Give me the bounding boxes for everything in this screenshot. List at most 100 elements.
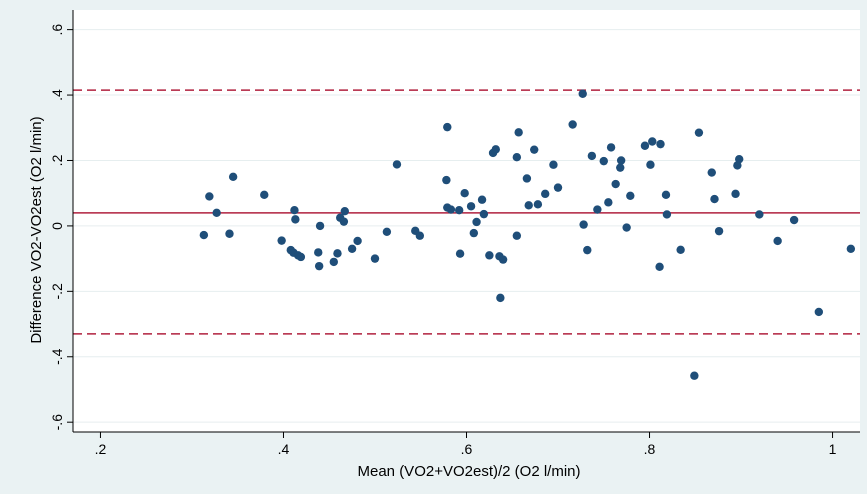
axes: -.6 -.4 -.2 0 .2 .4 .6 .2 .4 .6 .8 1 xyxy=(49,10,860,457)
data-point xyxy=(599,156,608,166)
data-point xyxy=(477,195,487,204)
data-point xyxy=(541,189,550,199)
data-point xyxy=(583,245,592,255)
data-point xyxy=(622,223,631,232)
y-tick-label: .6 xyxy=(49,24,65,36)
data-point xyxy=(611,179,620,189)
data-point xyxy=(579,220,588,229)
data-point xyxy=(498,255,508,264)
x-tick-label: .8 xyxy=(644,441,656,457)
data-point xyxy=(626,191,635,201)
data-point xyxy=(205,192,214,201)
data-point xyxy=(491,145,500,154)
data-point xyxy=(616,156,626,165)
plot-area xyxy=(73,10,860,432)
data-point xyxy=(415,231,425,240)
data-point xyxy=(199,230,209,240)
data-point xyxy=(655,262,664,271)
data-point xyxy=(496,293,505,303)
x-tick-label: 1 xyxy=(829,441,837,457)
data-point xyxy=(690,371,699,380)
data-point xyxy=(578,89,587,98)
data-point xyxy=(735,154,744,164)
data-point xyxy=(587,151,597,161)
data-point xyxy=(442,175,451,185)
data-point xyxy=(315,221,325,231)
data-point xyxy=(524,201,533,210)
data-point xyxy=(479,209,489,219)
data-point xyxy=(339,217,349,226)
data-point xyxy=(530,145,539,154)
data-point xyxy=(568,120,577,129)
data-point xyxy=(604,198,613,207)
data-point xyxy=(382,227,392,236)
data-point xyxy=(212,208,221,218)
data-point xyxy=(329,257,339,267)
data-point xyxy=(714,226,724,236)
data-point xyxy=(640,141,650,150)
data-point xyxy=(731,189,740,199)
data-point xyxy=(290,206,299,215)
data-point xyxy=(694,128,704,137)
data-point xyxy=(676,245,685,254)
data-point xyxy=(648,137,657,146)
gridlines xyxy=(73,29,860,423)
data-point xyxy=(514,128,523,137)
x-tick-label: .2 xyxy=(95,441,107,457)
y-tick-label: 0 xyxy=(49,222,65,230)
data-point xyxy=(454,206,464,215)
data-point xyxy=(228,172,238,182)
data-point xyxy=(789,215,799,225)
data-point xyxy=(466,202,476,211)
data-point xyxy=(446,205,456,214)
data-point xyxy=(533,200,543,209)
data-point xyxy=(333,249,342,258)
data-point xyxy=(512,231,522,240)
data-point xyxy=(593,205,602,214)
data-point xyxy=(370,254,380,263)
data-point xyxy=(472,217,481,227)
y-tick-label: -.4 xyxy=(49,348,65,365)
y-tick-label: -.2 xyxy=(49,283,65,300)
x-tick-label: .4 xyxy=(278,441,290,457)
x-axis-label: Mean (VO2+VO2est)/2 (O2 l/min) xyxy=(358,463,581,480)
data-point xyxy=(347,244,357,254)
data-point xyxy=(460,188,469,198)
data-point xyxy=(512,153,522,162)
data-point xyxy=(522,174,532,183)
data-point xyxy=(773,236,782,246)
data-point xyxy=(277,236,286,245)
data-point xyxy=(661,190,671,200)
data-point xyxy=(549,160,558,169)
data-point xyxy=(296,252,306,262)
data-point xyxy=(707,168,716,177)
data-point xyxy=(392,160,402,169)
data-point xyxy=(469,228,479,238)
data-point xyxy=(353,236,362,246)
data-point xyxy=(314,248,323,257)
data-point xyxy=(485,251,494,260)
reference-lines xyxy=(73,89,860,335)
data-point xyxy=(846,244,856,254)
data-point xyxy=(340,206,349,216)
data-point xyxy=(755,210,764,219)
data-point xyxy=(606,143,616,152)
data-point xyxy=(710,194,719,204)
y-tick-label: .2 xyxy=(49,154,65,166)
data-point xyxy=(814,307,824,317)
data-point xyxy=(553,183,563,192)
data-point xyxy=(314,261,324,271)
data-point xyxy=(260,190,269,200)
data-points xyxy=(199,89,856,380)
data-point xyxy=(646,160,655,169)
y-tick-label: .4 xyxy=(49,89,65,101)
y-tick-label: -.6 xyxy=(49,414,65,431)
y-axis-label: Difference VO2-VO2est (O2 l/min) xyxy=(28,116,45,343)
data-point xyxy=(662,210,672,219)
x-tick-label: .6 xyxy=(461,441,473,457)
data-point xyxy=(656,139,665,149)
data-point xyxy=(616,163,625,172)
data-point xyxy=(443,122,452,132)
